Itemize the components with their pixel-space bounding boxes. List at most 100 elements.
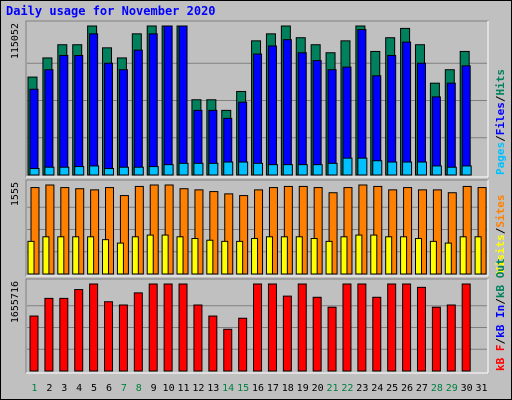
x-tick-label-20: 20 — [312, 383, 324, 394]
bar-sites-day-23 — [358, 184, 368, 275]
bar-sites-day-8 — [134, 185, 144, 275]
x-tick-label-2: 2 — [46, 383, 52, 394]
panel-2-ymax-label: 1555 — [10, 182, 21, 206]
bar-files-day-20 — [312, 60, 322, 176]
bar-sites-day-21 — [328, 192, 338, 275]
chart-panels: 115052Pages/Files/Hits1555Visits/Sites16… — [10, 20, 507, 374]
bar-sites-day-16 — [254, 189, 264, 275]
x-tick-label-5: 5 — [91, 383, 97, 394]
bar-visits-day-26 — [400, 236, 408, 275]
bar-visits-day-31 — [474, 236, 482, 275]
bar-kb-f-day-1 — [29, 315, 39, 372]
bar-sites-day-31 — [477, 187, 487, 275]
x-tick-label-14: 14 — [222, 383, 234, 394]
bar-pages-day-18 — [282, 164, 293, 176]
bar-kb-f-day-10 — [163, 283, 173, 372]
x-tick-label-1: 1 — [31, 383, 37, 394]
x-tick-label-12: 12 — [192, 383, 204, 394]
bar-pages-day-23 — [357, 157, 368, 176]
bar-files-day-28 — [431, 96, 441, 176]
bar-kb-f-day-12 — [193, 304, 203, 372]
bar-visits-day-3 — [57, 236, 65, 275]
legend-files: Files — [494, 102, 507, 135]
bar-pages-day-13 — [208, 162, 219, 176]
legend-kb-f: kB F — [494, 345, 507, 372]
panel-2-legend: Visits/Sites — [494, 195, 507, 275]
x-tick-label-28: 28 — [431, 383, 443, 394]
bar-sites-day-26 — [403, 187, 413, 275]
bar-kb-f-day-5 — [89, 283, 99, 372]
bar-pages-day-8 — [133, 166, 144, 176]
bar-sites-day-17 — [268, 187, 278, 275]
legend-kb-in: kB In — [494, 305, 507, 338]
legend-kb-out: kB Out — [494, 258, 507, 298]
x-tick-label-30: 30 — [461, 383, 473, 394]
bar-kb-f-day-19 — [297, 283, 307, 372]
bar-kb-f-day-13 — [208, 315, 218, 372]
bar-files-day-18 — [282, 39, 292, 176]
bar-files-day-16 — [253, 53, 263, 176]
bar-pages-day-14 — [223, 161, 234, 176]
bar-pages-day-5 — [89, 165, 100, 176]
bar-files-day-4 — [74, 54, 84, 176]
bar-sites-day-15 — [239, 195, 249, 275]
x-tick-label-11: 11 — [177, 383, 189, 394]
bar-pages-day-22 — [342, 157, 353, 176]
bar-visits-day-14 — [221, 240, 229, 275]
bar-pages-day-20 — [312, 164, 323, 176]
bar-visits-day-16 — [251, 238, 259, 275]
bar-visits-day-29 — [444, 242, 452, 275]
x-tick-label-31: 31 — [476, 383, 488, 394]
bar-files-day-3 — [59, 54, 69, 176]
bar-kb-f-day-11 — [178, 283, 188, 372]
bar-kb-f-day-8 — [133, 292, 143, 372]
panel-3-ymax-label: 1655716 — [10, 281, 21, 323]
bar-sites-day-19 — [298, 185, 308, 275]
bar-sites-day-6 — [105, 187, 115, 275]
bar-visits-day-24 — [370, 234, 378, 275]
bar-pages-day-12 — [193, 162, 204, 176]
bar-pages-day-1 — [29, 168, 40, 176]
x-tick-label-16: 16 — [252, 383, 264, 394]
bar-files-day-2 — [44, 69, 54, 176]
legend-separator: / — [494, 95, 507, 102]
x-tick-label-17: 17 — [267, 383, 279, 394]
bar-visits-day-25 — [385, 236, 393, 275]
series-files — [29, 25, 471, 176]
bar-files-day-26 — [402, 41, 412, 176]
x-tick-label-3: 3 — [61, 383, 67, 394]
bar-pages-day-17 — [267, 164, 278, 176]
x-tick-label-27: 27 — [416, 383, 428, 394]
bar-visits-day-1 — [27, 240, 35, 275]
bar-sites-day-2 — [45, 184, 55, 275]
bar-kb-f-day-7 — [118, 304, 128, 372]
bar-sites-day-12 — [194, 189, 204, 275]
bar-sites-day-25 — [388, 189, 398, 275]
x-tick-label-18: 18 — [282, 383, 294, 394]
panel-1-legend: Pages/Files/Hits — [494, 69, 507, 175]
bar-files-day-19 — [297, 52, 307, 176]
bar-kb-f-day-26 — [402, 283, 412, 372]
x-tick-label-8: 8 — [136, 383, 142, 394]
bar-sites-day-1 — [30, 187, 40, 275]
bar-visits-day-13 — [206, 239, 214, 275]
bar-sites-day-18 — [283, 185, 293, 275]
bar-pages-day-3 — [59, 166, 70, 176]
bar-files-day-21 — [327, 69, 337, 176]
bar-kb-f-day-20 — [312, 296, 322, 372]
bar-kb-f-day-29 — [446, 304, 456, 372]
bar-sites-day-27 — [417, 189, 427, 275]
bar-visits-day-18 — [280, 236, 288, 275]
bar-visits-day-10 — [161, 234, 169, 275]
bar-pages-day-28 — [431, 165, 442, 176]
bar-files-day-23 — [357, 29, 367, 176]
bar-visits-day-19 — [295, 236, 303, 275]
legend-visits: Visits — [494, 234, 507, 274]
bar-files-day-17 — [267, 45, 277, 176]
bar-pages-day-7 — [118, 166, 129, 176]
x-tick-label-4: 4 — [76, 383, 82, 394]
legend-sites: Sites — [494, 195, 507, 228]
bar-kb-f-day-3 — [59, 297, 69, 372]
bar-kb-f-day-2 — [44, 297, 54, 372]
bar-kb-f-day-17 — [267, 283, 277, 372]
